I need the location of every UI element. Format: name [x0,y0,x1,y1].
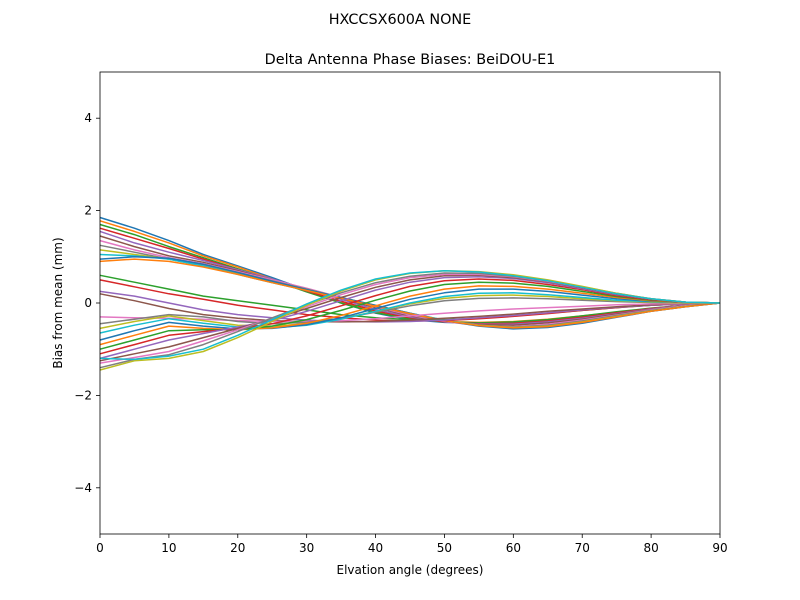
y-tick-label: 4 [84,111,92,125]
x-tick-label: 30 [299,541,314,555]
y-tick-label: 0 [84,296,92,310]
chart-suptitle: HXCCSX600A NONE [329,12,472,28]
series-line [99,269,721,361]
series-line [99,281,721,350]
x-tick-label: 40 [368,541,383,555]
x-tick-label: 70 [575,541,590,555]
y-axis-ticks: −4 −2 0 2 4 [74,111,100,495]
series-group [99,216,721,371]
series-line [99,292,721,334]
series-line [99,227,721,325]
x-tick-label: 60 [506,541,521,555]
series-line [99,293,721,323]
x-tick-label: 0 [96,541,104,555]
series-line [99,285,721,346]
series-line [99,297,720,325]
x-tick-label: 10 [161,541,176,555]
y-axis-label: Bias from mean (mm) [51,237,65,368]
x-axis-label: Elvation angle (degrees) [337,563,484,577]
series-line [99,288,721,341]
x-tick-label: 50 [437,541,452,555]
y-tick-label: −2 [74,388,92,402]
y-tick-label: −4 [74,481,92,495]
x-tick-label: 90 [712,541,727,555]
series-line [99,258,721,329]
x-tick-label: 80 [643,541,658,555]
series-line [99,278,721,355]
x-axis-ticks: 0 10 20 30 40 50 60 70 80 90 [96,534,728,555]
series-line [99,223,721,324]
y-tick-label: 2 [84,204,92,218]
chart-title: Delta Antenna Phase Biases: BeiDOU-E1 [265,52,556,68]
series-line [99,302,721,323]
x-tick-label: 20 [230,541,245,555]
